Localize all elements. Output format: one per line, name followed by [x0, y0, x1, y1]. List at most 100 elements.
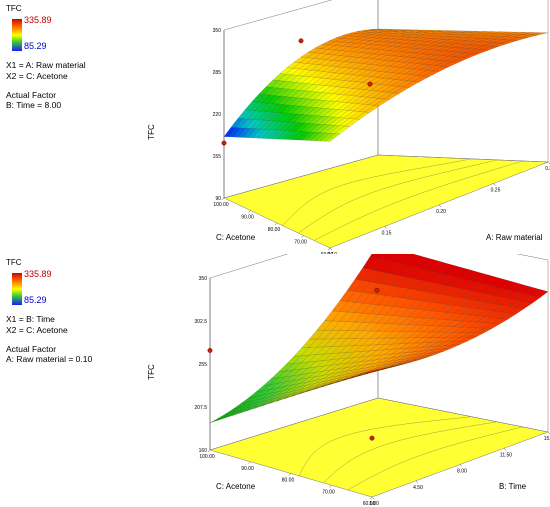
plot-panel-2: TFC 335.89 85.29 X1 = B: Time X2 = C: Ac…	[0, 254, 550, 507]
legend-1: TFC 335.89 85.29 X1 = A: Raw material X2…	[6, 4, 86, 110]
x-tick-label: 0.30	[545, 166, 550, 172]
surface-cell	[531, 289, 549, 298]
y-tick-label: 60.00	[321, 252, 334, 254]
contour-line	[323, 421, 498, 484]
z-tick-label: 90	[215, 196, 221, 202]
y-tick-label: 70.00	[322, 489, 335, 495]
x-tick-label: 0.15	[382, 231, 392, 237]
surface-cell	[493, 278, 510, 289]
response-surface	[223, 28, 549, 142]
actual-factor-value: A: Raw material = 0.10	[6, 354, 93, 365]
surface-cell	[424, 30, 440, 32]
surface-cell	[522, 32, 541, 35]
y-tick-label: 90.00	[241, 466, 254, 472]
z-tick-label: 255	[199, 362, 208, 368]
x-axis-label: B: Time	[499, 482, 527, 491]
z-tick-label: 302.5	[194, 319, 207, 325]
x-tick	[329, 247, 333, 251]
x-tick-label: 1.00	[369, 501, 379, 507]
colorbar	[12, 19, 22, 51]
legend-2: TFC 335.89 85.29 X1 = B: Time X2 = C: Ac…	[6, 258, 92, 364]
colorbar-min: 85.29	[24, 41, 47, 51]
y-tick-label: 90.00	[241, 215, 254, 221]
legend-title: TFC	[6, 258, 22, 267]
surface-cell	[408, 29, 425, 32]
surface-cell	[401, 29, 417, 31]
colorbar-max: 335.89	[24, 269, 52, 279]
z-tick-label: 350	[213, 28, 222, 34]
surface-cell	[209, 416, 226, 423]
y-tick-label: 80.00	[282, 478, 295, 484]
x-tick-label: 4.50	[413, 485, 423, 491]
y-tick	[369, 496, 373, 500]
surface-cell	[530, 32, 549, 36]
x-tick-label: 0.20	[436, 209, 446, 215]
contour-line	[347, 426, 523, 491]
surface-cell	[462, 269, 479, 281]
z-tick-label: 220	[213, 112, 222, 118]
y-tick-label: 80.00	[268, 227, 281, 233]
z-tick-label: 207.5	[194, 405, 207, 411]
surface-cell	[408, 254, 425, 268]
x-tick	[459, 464, 463, 467]
surface-plot-2: 160 207.5 255 302.5 350 1.00 4.50 8.00 11.50 15.0…	[147, 254, 550, 507]
side-wall	[377, 254, 549, 433]
x-tick-label: 15.00	[544, 436, 550, 442]
z-tick-label: 285	[213, 70, 222, 76]
plot-panel-1: TFC 335.89 85.29 X1 = A: Raw material X2…	[6, 0, 550, 254]
colorbar	[12, 273, 22, 305]
x-tick-label: 11.50	[500, 452, 512, 458]
y-tick	[274, 222, 278, 226]
legend-x1: X1 = A: Raw material	[6, 60, 86, 70]
surface-cell	[370, 254, 381, 259]
z-tick-label: 155	[213, 154, 222, 160]
surface-cell	[462, 30, 479, 33]
x-tick	[415, 480, 419, 483]
y-tick-label: 100.00	[213, 202, 229, 208]
legend-x1: X1 = B: Time	[6, 314, 55, 324]
surface-cell	[478, 274, 495, 285]
legend-x2: X2 = C: Acetone	[6, 325, 68, 336]
z-tick-label: 160	[199, 448, 208, 454]
x-tick	[503, 448, 507, 451]
x-tick-label: 0.10	[327, 252, 337, 254]
design-point	[221, 140, 227, 146]
y-tick	[327, 247, 331, 251]
y-tick-label: 70.00	[294, 240, 307, 246]
design-point	[207, 347, 213, 353]
y-tick	[221, 197, 225, 201]
y-tick-label: 100.00	[199, 454, 215, 460]
surface-cell	[393, 254, 409, 264]
side-wall	[377, 0, 549, 163]
contour-line	[298, 416, 472, 476]
surface-cell	[386, 29, 402, 31]
surface-cell	[508, 282, 526, 293]
x-tick-label: 8.00	[457, 469, 467, 475]
legend-title: TFC	[6, 4, 22, 13]
y-tick	[288, 473, 292, 476]
surface-cell	[377, 254, 390, 261]
y-axis-label: C: Acetone	[216, 482, 256, 491]
y-tick	[301, 235, 304, 238]
x-tick-label: 0.25	[491, 188, 501, 194]
design-point	[369, 435, 375, 441]
y-axis-label: C: Acetone	[216, 233, 256, 242]
colorbar-max: 335.89	[24, 15, 52, 25]
x-tick	[438, 204, 442, 208]
z-axis-label: TFC	[147, 124, 156, 140]
x-tick	[371, 496, 375, 500]
z-axis-label: TFC	[147, 364, 156, 380]
contour-floor	[209, 397, 549, 498]
z-tick-label: 350	[199, 276, 208, 282]
y-tick-label: 60.00	[363, 501, 376, 507]
design-point	[298, 38, 304, 44]
response-surface	[209, 254, 549, 423]
y-tick	[207, 449, 211, 453]
y-tick	[329, 485, 332, 488]
actual-factor-value: B: Time = 8.00	[6, 100, 62, 111]
contour-line	[298, 159, 498, 234]
surface-cell	[424, 259, 441, 272]
surface-cell	[431, 261, 448, 274]
contour-line	[314, 160, 523, 241]
y-tick	[248, 461, 251, 464]
